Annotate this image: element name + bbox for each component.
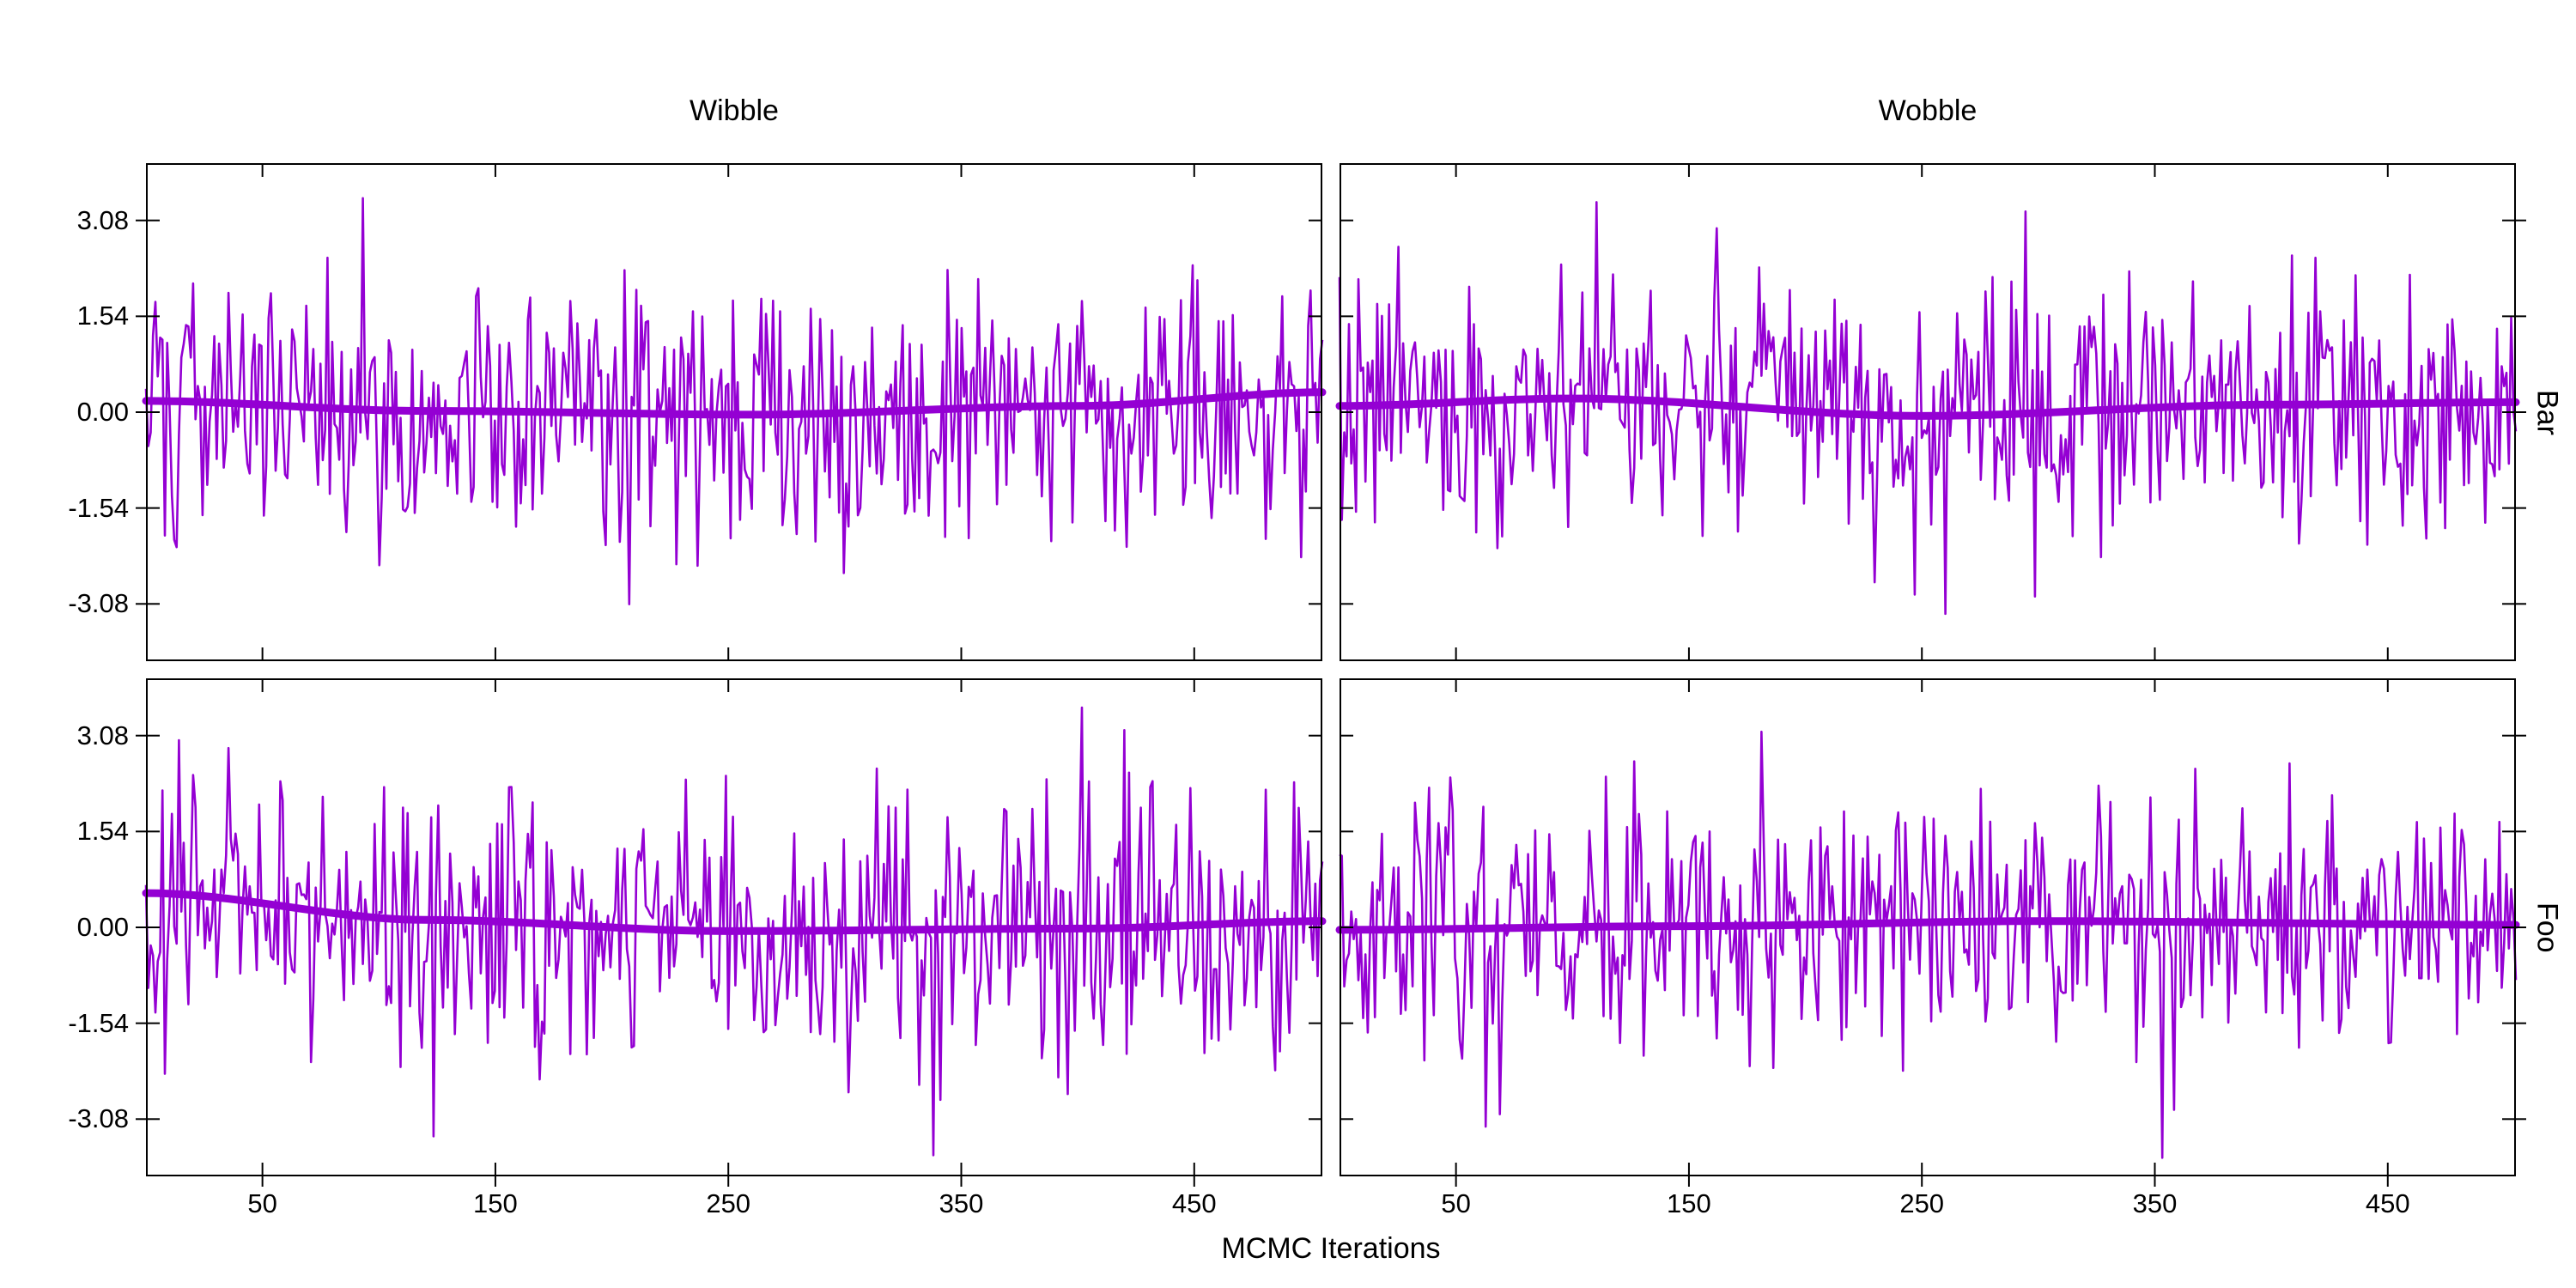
noise-trace-line (144, 197, 1324, 605)
x-axis-title: MCMC Iterations (1221, 1232, 1441, 1265)
smooth-mean-line (1335, 917, 2520, 934)
noise-trace-line (1338, 201, 2518, 616)
y-tick-label: 3.08 (76, 204, 129, 235)
trace-plot (136, 163, 1327, 661)
x-tick-label: 450 (1171, 1188, 1217, 1218)
trace-plot (1335, 163, 2526, 661)
x-tick-label: 50 (1441, 1188, 1471, 1218)
smooth-mean-line (1335, 394, 2520, 420)
column-title-wibble: Wibble (690, 94, 779, 127)
y-tick-label: -1.54 (68, 1007, 129, 1038)
panel-border (146, 163, 1322, 661)
y-tick-label: 3.08 (76, 720, 129, 750)
trace-panel-wobble-bar (1335, 163, 2526, 661)
x-tick-label: 250 (1899, 1188, 1945, 1218)
x-tick-label: 350 (2132, 1188, 2178, 1218)
trace-plot (136, 678, 1327, 1187)
y-tick-label: 0.00 (76, 397, 129, 427)
y-tick-label: 1.54 (76, 301, 129, 331)
y-tick-label: -1.54 (68, 492, 129, 523)
noise-trace-line (144, 706, 1324, 1157)
panel-border (146, 678, 1322, 1176)
row-label-bar: Bar (2530, 389, 2564, 435)
panel-border (1340, 163, 2516, 661)
smooth-mean-line (142, 889, 1327, 935)
column-title-wobble: Wobble (1878, 94, 1978, 127)
y-tick-label: -3.08 (68, 588, 129, 619)
x-tick-label: 150 (473, 1188, 518, 1218)
noise-trace-line (1339, 730, 2518, 1159)
x-tick-label: 450 (2365, 1188, 2410, 1218)
trace-plot (1335, 678, 2526, 1187)
row-label-foo: Foo (2530, 902, 2564, 953)
y-tick-label: 1.54 (76, 816, 129, 847)
y-tick-label: -3.08 (68, 1103, 129, 1134)
trace-panel-wibble-foo (136, 678, 1327, 1187)
x-tick-label: 250 (706, 1188, 751, 1218)
x-tick-label: 50 (247, 1188, 277, 1218)
x-tick-label: 350 (939, 1188, 984, 1218)
trace-panel-wibble-bar (136, 163, 1327, 661)
smooth-mean-line (142, 388, 1327, 419)
trace-panel-wobble-foo (1335, 678, 2526, 1187)
x-tick-label: 150 (1667, 1188, 1711, 1218)
y-tick-label: 0.00 (76, 912, 129, 942)
panel-border (1340, 678, 2516, 1176)
